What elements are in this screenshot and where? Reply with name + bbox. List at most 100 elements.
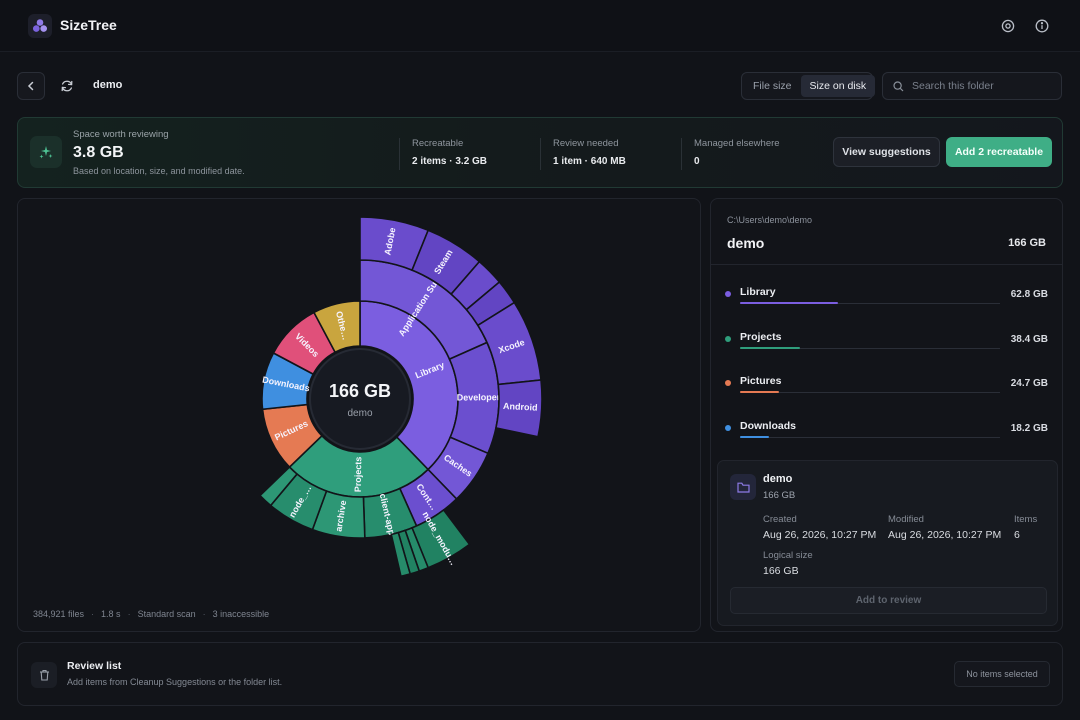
folder-path: C:\Users\demo\demo	[727, 215, 813, 225]
category-size: 24.7 GB	[1010, 378, 1048, 389]
category-row-projects[interactable]: Projects 38.4 GB	[725, 329, 1048, 359]
scan-type: Standard scan	[137, 609, 196, 619]
items-value: 6	[1014, 529, 1020, 541]
sparkle-icon	[30, 136, 62, 168]
sunburst-label-archive: archive	[333, 500, 348, 533]
category-name: Downloads	[740, 420, 797, 432]
category-bar	[740, 302, 1000, 304]
scan-stats: 384,921 files · 1.8 s · Standard scan · …	[33, 609, 269, 619]
category-dot	[725, 425, 731, 431]
settings-gear-icon[interactable]	[999, 17, 1017, 35]
refresh-button[interactable]	[53, 72, 81, 100]
stat-label: Managed elsewhere	[694, 138, 780, 149]
category-name: Pictures	[740, 375, 782, 387]
details-title: demo	[727, 235, 765, 251]
stat-label: Review needed	[553, 138, 619, 149]
size-mode-toggle: File size Size on disk	[741, 72, 876, 100]
divider	[711, 264, 1062, 265]
file-size-option[interactable]: File size	[753, 80, 792, 92]
category-size: 62.8 GB	[1010, 289, 1048, 300]
sunburst-segment-projects[interactable]	[258, 465, 299, 507]
category-name: Projects	[740, 331, 782, 343]
app-title: SizeTree	[60, 17, 117, 33]
current-folder-name: demo	[93, 79, 123, 91]
category-bar-fill	[740, 347, 801, 349]
center-size-label: 166 GB	[329, 381, 391, 401]
created-value: Aug 26, 2026, 10:27 PM	[763, 529, 877, 541]
sunburst-label-android: Android	[503, 401, 538, 413]
category-bar-fill	[740, 302, 839, 304]
category-bar-fill	[740, 391, 779, 393]
category-dot	[725, 291, 731, 297]
scan-duration: 1.8 s	[101, 609, 121, 619]
category-dot	[725, 380, 731, 386]
inaccessible-count: 3 inaccessible	[212, 609, 270, 619]
back-button[interactable]	[17, 72, 45, 100]
chevron-left-icon	[27, 81, 34, 91]
category-bar	[740, 436, 1000, 438]
modified-value: Aug 26, 2026, 10:27 PM	[888, 529, 1002, 541]
size-on-disk-option[interactable]: Size on disk	[800, 75, 876, 97]
category-row-library[interactable]: Library 62.8 GB	[725, 284, 1048, 314]
sunburst-segment-android[interactable]	[495, 379, 543, 438]
details-size: 166 GB	[1008, 237, 1046, 249]
logical-size-value: 166 GB	[763, 565, 799, 577]
banner-kicker: Space worth reviewing	[73, 129, 169, 140]
selection-status: No items selected	[954, 661, 1050, 687]
separator: ·	[202, 609, 206, 619]
add-recreatable-button[interactable]: Add 2 recreatable	[946, 137, 1052, 167]
reviewable-total: 3.8 GB	[73, 144, 124, 161]
search-input[interactable]	[912, 80, 1052, 92]
trash-icon	[31, 662, 57, 688]
stat-value: 2 items · 3.2 GB	[412, 156, 488, 167]
category-bar	[740, 347, 1000, 349]
category-dot	[725, 336, 731, 342]
items-label: Items	[1014, 514, 1038, 525]
review-list-title: Review list	[67, 660, 122, 672]
review-list-subtitle: Add items from Cleanup Suggestions or th…	[67, 677, 283, 687]
folder-detail-card: demo 166 GB Created Aug 26, 2026, 10:27 …	[717, 460, 1058, 626]
review-list-bar: Review list Add items from Cleanup Sugge…	[17, 642, 1063, 706]
sunburst-label-projects: Projects	[353, 457, 364, 493]
modified-label: Modified	[888, 514, 924, 525]
separator: ·	[127, 609, 131, 619]
category-size: 18.2 GB	[1010, 423, 1048, 434]
stat-managed-elsewhere: Managed elsewhere 0	[681, 138, 780, 170]
category-size: 38.4 GB	[1010, 334, 1048, 345]
stat-value: 0	[694, 156, 700, 167]
card-folder-name: demo	[763, 473, 793, 485]
stat-label: Recreatable	[412, 138, 464, 149]
card-folder-size: 166 GB	[763, 490, 796, 501]
view-suggestions-button[interactable]: View suggestions	[833, 137, 940, 167]
category-row-pictures[interactable]: Pictures 24.7 GB	[725, 373, 1048, 403]
sunburst-center[interactable]	[309, 348, 411, 450]
sunburst-chart[interactable]: LibraryProjectsPicturesDownloadsVideosOt…	[18, 199, 702, 633]
stat-value: 1 item · 640 MB	[553, 156, 626, 167]
stat-review-needed: Review needed 1 item · 640 MB	[540, 138, 626, 170]
category-row-downloads[interactable]: Downloads 18.2 GB	[725, 418, 1048, 448]
info-icon[interactable]	[1033, 17, 1051, 35]
sunburst-segment-client-app[interactable]	[390, 531, 412, 578]
folder-icon	[730, 474, 756, 500]
sunburst-label-developer: Developer	[457, 392, 501, 402]
logical-size-label: Logical size	[763, 550, 813, 561]
refresh-icon	[61, 80, 73, 92]
created-label: Created	[763, 514, 797, 525]
search-box	[882, 72, 1062, 100]
file-count: 384,921 files	[33, 609, 85, 619]
sunburst-segment-othe[interactable]	[312, 300, 361, 354]
separator: ·	[91, 609, 95, 619]
banner-subtitle: Based on location, size, and modified da…	[73, 166, 245, 176]
details-panel: C:\Users\demo\demo demo 166 GB Library 6…	[710, 198, 1063, 632]
add-to-review-button[interactable]: Add to review	[730, 587, 1047, 614]
category-name: Library	[740, 286, 776, 298]
app-logo-icon	[28, 14, 52, 38]
top-bar: SizeTree	[0, 0, 1080, 52]
center-name-label: demo	[347, 408, 372, 419]
sunburst-panel: Library Projects Pictures Downloads Videos Ot…	[17, 198, 701, 632]
search-icon	[893, 80, 904, 91]
category-bar-fill	[740, 436, 769, 438]
category-bar	[740, 391, 1000, 393]
stat-recreatable: Recreatable 2 items · 3.2 GB	[399, 138, 487, 170]
space-review-banner: Space worth reviewing 3.8 GB Based on lo…	[17, 117, 1063, 188]
